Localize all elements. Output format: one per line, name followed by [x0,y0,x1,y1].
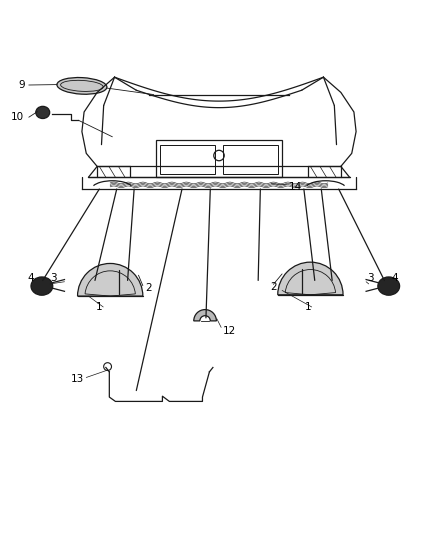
Text: 3: 3 [50,273,57,283]
Ellipse shape [378,277,399,295]
Bar [160,144,215,174]
Ellipse shape [31,277,53,295]
Bar [156,140,282,177]
Ellipse shape [36,107,49,118]
Text: 1: 1 [305,302,312,312]
Text: 10: 10 [11,112,24,122]
Text: 3: 3 [367,273,374,283]
Text: 12: 12 [223,326,236,336]
Text: 2: 2 [270,282,277,293]
Text: 4: 4 [28,273,34,283]
Text: 2: 2 [145,283,152,293]
Bar [223,144,278,174]
Text: 4: 4 [392,273,399,283]
Wedge shape [78,263,143,296]
Text: 1: 1 [96,302,103,312]
Text: 13: 13 [71,374,84,384]
Text: 9: 9 [19,79,25,90]
Wedge shape [278,262,343,295]
Wedge shape [194,310,216,321]
Ellipse shape [57,77,107,94]
Text: 14: 14 [289,182,302,192]
